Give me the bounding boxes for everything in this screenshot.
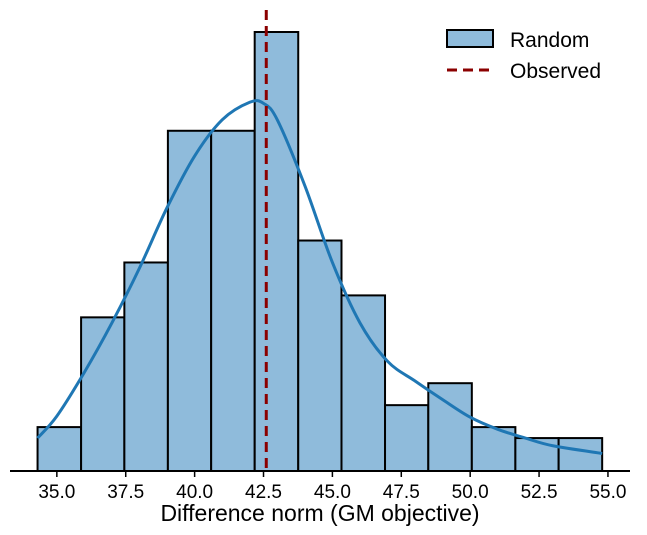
x-axis-label: Difference norm (GM objective) — [160, 500, 479, 526]
histogram-bar — [36, 426, 83, 473]
histogram-bar — [297, 239, 343, 472]
x-tick-label: 50.0 — [452, 482, 489, 503]
x-tick-label: 37.5 — [107, 482, 144, 503]
x-tick-label: 40.0 — [176, 482, 213, 503]
histogram-bar — [427, 382, 473, 473]
x-tick-label: 52.5 — [521, 482, 558, 503]
histogram-bar — [340, 294, 387, 472]
histogram-bar — [253, 31, 300, 472]
legend: Random Observed — [446, 29, 601, 83]
histogram-bar — [557, 437, 604, 473]
x-tick-label: 42.5 — [245, 482, 282, 503]
legend-swatch-random — [446, 29, 494, 48]
legend-label-random: Random — [510, 29, 589, 52]
legend-label-observed: Observed — [510, 60, 601, 83]
kde-curve — [36, 99, 603, 455]
x-tick-label: 55.0 — [589, 482, 626, 503]
x-tick-label: 47.5 — [383, 482, 420, 503]
histogram-bar — [384, 404, 430, 472]
histogram-bar — [166, 129, 213, 472]
x-tick-label: 35.0 — [38, 482, 75, 503]
histogram-bar — [123, 261, 169, 472]
x-ticks: 35.0 37.5 40.0 42.5 45.0 47.5 50.0 52.5 55.0 — [38, 471, 626, 503]
x-tick-label: 45.0 — [314, 482, 351, 503]
histogram-bars — [36, 31, 604, 473]
histogram-bar — [210, 129, 256, 472]
